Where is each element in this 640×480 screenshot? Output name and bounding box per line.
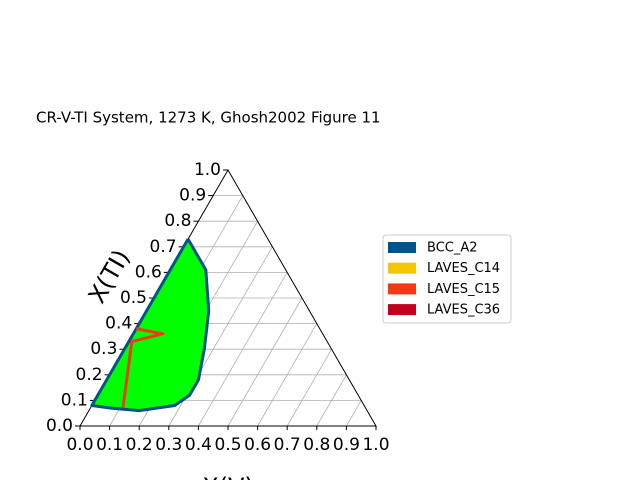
y-tick-label: 0.9 xyxy=(179,186,206,206)
legend-label: LAVES_C14 xyxy=(427,261,500,276)
x-tick-label: 0.9 xyxy=(333,435,360,455)
phase-boundary xyxy=(90,238,211,413)
x-tick-label: 0.5 xyxy=(214,435,241,455)
x-tick-label: 0.0 xyxy=(66,435,93,455)
x-tick-label: 0.7 xyxy=(274,435,301,455)
legend-swatch xyxy=(388,304,416,316)
legend-label: LAVES_C36 xyxy=(427,303,500,318)
y-tick-label: 0.1 xyxy=(61,390,88,410)
legend-label: BCC_A2 xyxy=(427,241,478,256)
x-tick-label: 1.0 xyxy=(362,435,389,455)
grid-line xyxy=(346,400,362,427)
legend-label: LAVES_C15 xyxy=(427,282,500,297)
phase-boundary xyxy=(121,327,165,409)
legend-swatch xyxy=(388,262,416,274)
y-tick-label: 0.7 xyxy=(150,237,177,257)
y-tick-label: 0.5 xyxy=(120,288,147,308)
legend-swatch xyxy=(388,283,416,295)
grid-line xyxy=(257,323,318,427)
x-tick-label: 0.1 xyxy=(96,435,123,455)
y-tick-label: 0.3 xyxy=(90,339,117,359)
phase-region xyxy=(91,239,209,411)
x-tick-label: 0.3 xyxy=(155,435,182,455)
y-tick-label: 0.6 xyxy=(135,262,162,282)
y-tick-label: 0.0 xyxy=(46,416,73,436)
x-tick-label: 0.4 xyxy=(185,435,212,455)
y-tick-label: 1.0 xyxy=(194,160,221,180)
grid-line xyxy=(198,272,288,427)
grid-line xyxy=(286,348,332,427)
grid-line xyxy=(316,374,347,427)
legend-box xyxy=(382,234,512,324)
x-tick-label: 0.8 xyxy=(303,435,330,455)
chart-title: CR-V-TI System, 1273 K, Ghosh2002 Figure… xyxy=(36,109,381,127)
x-tick-label: 0.6 xyxy=(244,435,271,455)
legend-swatch xyxy=(388,242,416,253)
y-tick-label: 0.8 xyxy=(164,211,191,231)
x-axis-label: X(V) xyxy=(202,473,254,480)
y-tick-label: 0.2 xyxy=(76,365,103,385)
x-tick-label: 0.2 xyxy=(126,435,153,455)
y-tick-label: 0.4 xyxy=(105,314,132,334)
grid-line xyxy=(227,297,303,427)
